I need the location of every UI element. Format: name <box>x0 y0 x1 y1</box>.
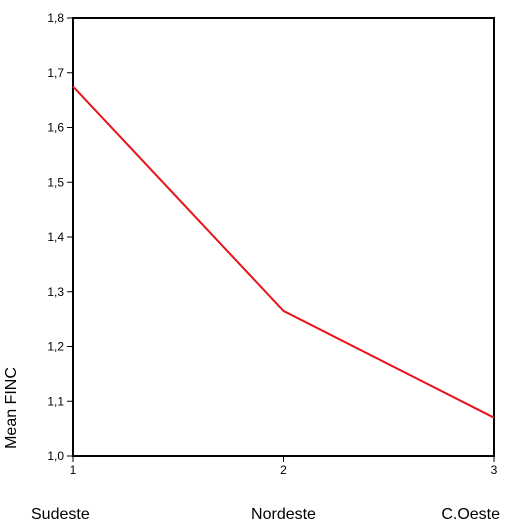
plot-area <box>72 17 495 457</box>
y-tick-label: 1,4 <box>47 230 64 244</box>
x-tick-label: 1 <box>70 463 77 477</box>
series-layer <box>72 85 495 419</box>
x-tick-label: 3 <box>491 463 498 477</box>
y-tick-label: 1,1 <box>47 394 64 408</box>
category-labels: Sudeste Nordeste C.Oeste <box>31 506 500 522</box>
x-axis: 1 2 3 <box>70 456 498 477</box>
y-tick-label: 1,2 <box>47 340 64 354</box>
category-label: C.Oeste <box>441 506 500 522</box>
y-tick-label: 1,6 <box>47 121 64 135</box>
y-axis: 1,0 1,1 1,2 1,3 1,4 1,5 1,6 1,7 1,8 <box>47 11 73 463</box>
series-line <box>72 85 495 419</box>
y-tick-label: 1,0 <box>47 449 64 463</box>
y-tick-label: 1,8 <box>47 11 64 25</box>
y-tick-label: 1,5 <box>47 175 64 189</box>
y-tick-label: 1,7 <box>47 66 64 80</box>
category-label: Nordeste <box>251 506 316 522</box>
plot-frame <box>72 17 495 457</box>
category-label: Sudeste <box>31 506 90 522</box>
y-axis-label: Mean FINC <box>3 367 20 449</box>
y-tick-label: 1,3 <box>47 285 64 299</box>
x-tick-label: 2 <box>280 463 287 477</box>
